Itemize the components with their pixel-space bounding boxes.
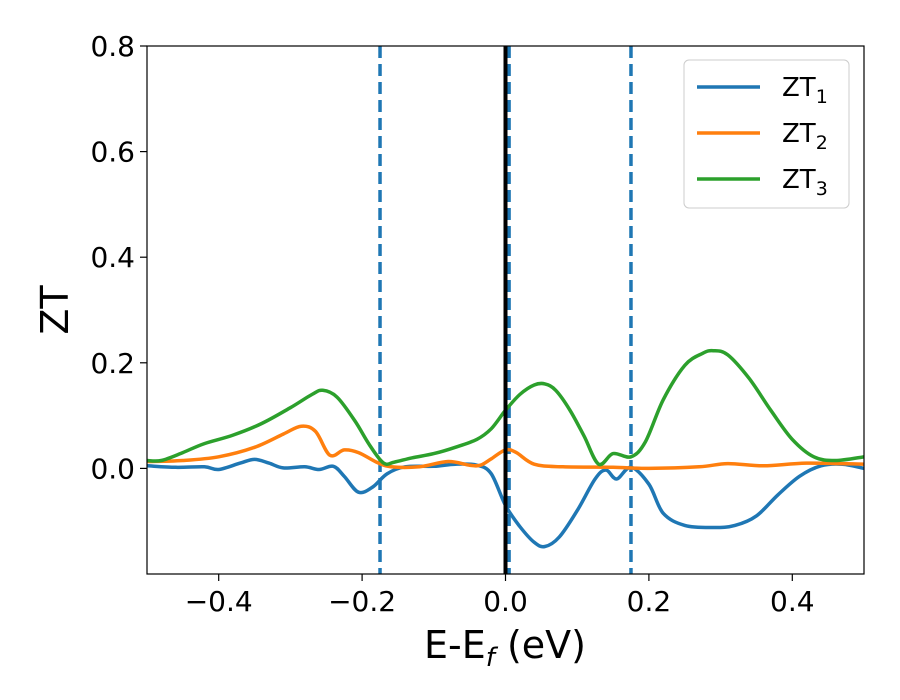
legend-label-zt2: ZT2	[782, 119, 828, 154]
y-axis-label: ZT	[33, 285, 77, 335]
x-axis-label-unit: (eV)	[495, 623, 586, 667]
lines-layer	[147, 46, 864, 574]
legend-label-zt1: ZT1	[782, 73, 828, 108]
legend: ZT1 ZT2 ZT3	[683, 59, 850, 209]
y-tick-label: 0.8	[90, 30, 135, 63]
x-tick-label: −0.4	[185, 585, 253, 618]
ticks-layer: −0.4 −0.2 0.0 0.2 0.4 0.0 0.2 0.4 0.6 0.8	[90, 30, 814, 618]
x-tick-label: −0.2	[328, 585, 396, 618]
x-tick-label: 0.4	[770, 585, 815, 618]
series-line-zt3	[147, 348, 864, 467]
y-tick-label: 0.2	[90, 347, 135, 380]
x-tick-label: 0.2	[627, 585, 672, 618]
x-tick-label: 0.0	[483, 585, 528, 618]
series-line-zt2	[147, 424, 864, 471]
y-tick-label: 0.6	[90, 136, 135, 169]
y-tick-label: 0.4	[90, 241, 135, 274]
legend-label-zt3: ZT3	[782, 165, 828, 200]
legend-box	[683, 59, 850, 209]
y-tick-label: 0.0	[90, 452, 135, 485]
x-axis-label: E-Ef (eV)	[424, 623, 586, 673]
